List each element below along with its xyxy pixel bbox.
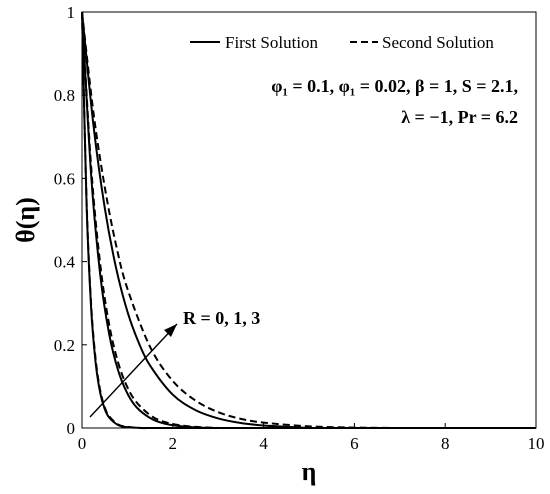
y-tick-label: 1 — [67, 3, 76, 22]
y-tick-label: 0.8 — [54, 86, 75, 105]
y-axis-label: θ(η) — [11, 197, 40, 243]
x-tick-label: 6 — [350, 434, 359, 453]
curve-group — [81, 11, 536, 430]
y-tick-label: 0.4 — [54, 253, 76, 272]
trend-arrow — [89, 323, 178, 418]
second-solution-curve-3 — [81, 11, 536, 429]
first-solution-curve-3 — [81, 11, 536, 429]
y-tick-label: 0.6 — [54, 169, 75, 188]
legend-first-solution: First Solution — [225, 33, 319, 52]
second-solution-curve-1 — [81, 11, 536, 430]
x-tick-label: 8 — [441, 434, 450, 453]
parameters-line-1: φ₁ = 0.1, φ₁ = 0.02, β = 1, S = 2.1, — [271, 76, 518, 96]
x-tick-label: 0 — [78, 434, 87, 453]
trend-arrowhead — [164, 324, 177, 337]
y-tick-label: 0.2 — [54, 336, 75, 355]
x-tick-label: 4 — [259, 434, 268, 453]
y-tick-label: 0 — [67, 419, 76, 438]
x-tick-label: 10 — [528, 434, 545, 453]
x-tick-label: 2 — [169, 434, 178, 453]
parameters-line-2: λ = −1, Pr = 6.2 — [401, 107, 518, 127]
x-axis-label: η — [302, 457, 317, 486]
r-values-label: R = 0, 1, 3 — [183, 308, 260, 328]
legend-second-solution: Second Solution — [382, 33, 494, 52]
